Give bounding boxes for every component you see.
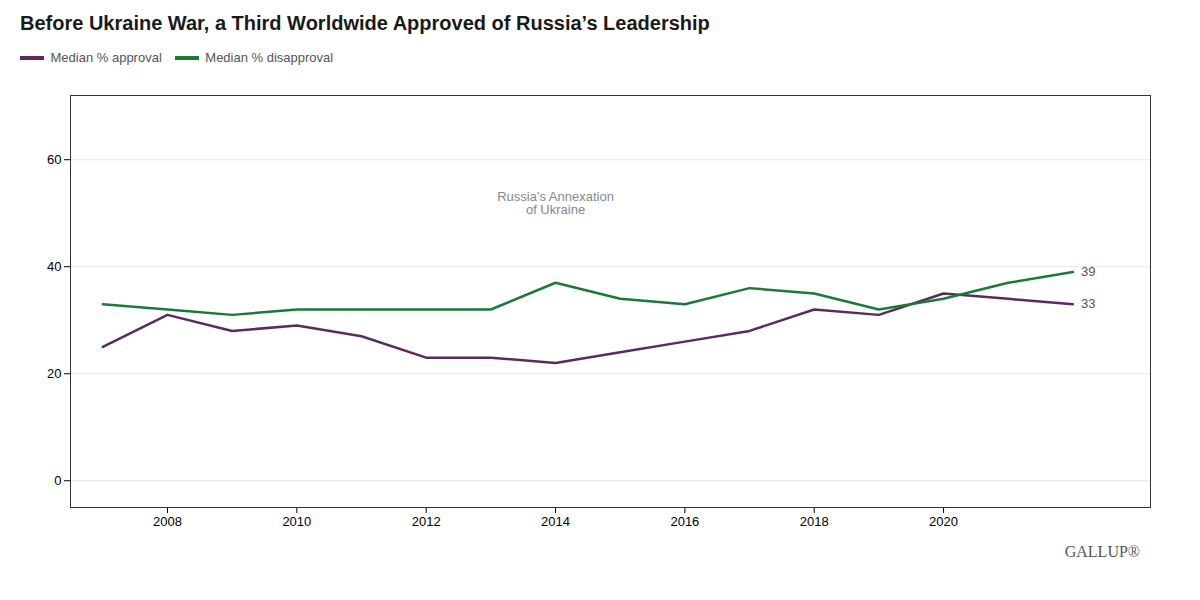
html-text:Before Ukraine War, a Third Wo: Before Ukraine War, a Third Worldwide Ap…: [20, 12, 710, 34]
svg-text:2012: 2012: [412, 513, 441, 528]
svg-text:0: 0: [54, 472, 61, 487]
svg-text:2016: 2016: [670, 513, 699, 528]
svg-text:2018: 2018: [800, 513, 829, 528]
svg-text:60: 60: [47, 151, 61, 166]
svg-text:2008: 2008: [153, 513, 182, 528]
svg-text:33: 33: [1081, 296, 1095, 311]
svg-text:2014: 2014: [541, 513, 570, 528]
svg-text:Russia's Annexationof Ukraine: Russia's Annexationof Ukraine: [497, 189, 614, 217]
svg-text:2010: 2010: [282, 513, 311, 528]
svg-text:39: 39: [1081, 264, 1095, 279]
html-text:Median % disapproval: Median % disapproval: [205, 50, 334, 65]
svg-text:20: 20: [47, 365, 61, 380]
html-text:GALLUP®: GALLUP®: [1064, 542, 1140, 560]
svg-text:40: 40: [47, 258, 61, 273]
svg-text:2020: 2020: [929, 513, 958, 528]
html-text:Median % approval: Median % approval: [50, 50, 162, 65]
